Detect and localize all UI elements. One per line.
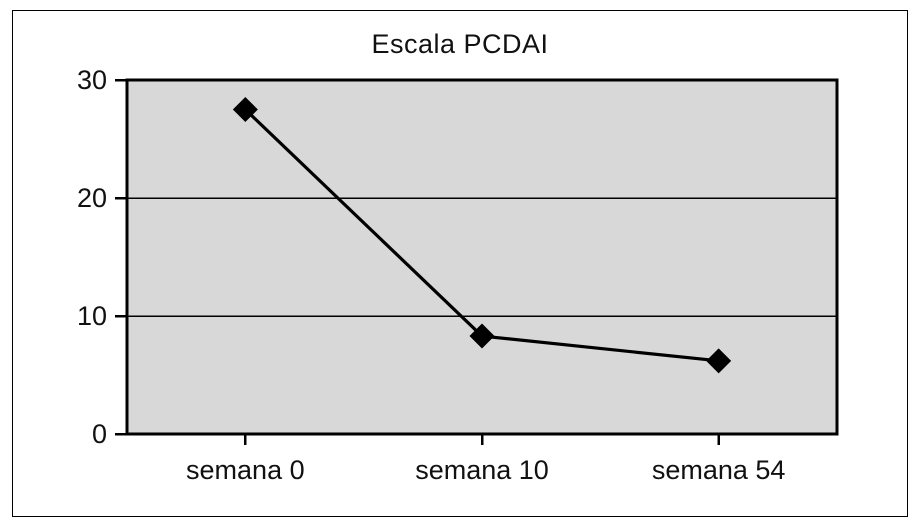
y-axis-tick-label: 20 [77, 183, 107, 213]
data-point-marker [469, 323, 495, 349]
plot-area [125, 78, 839, 436]
y-axis-tick-label: 0 [92, 419, 107, 449]
data-point-marker [232, 97, 258, 122]
data-point-marker [706, 348, 732, 374]
x-axis-tick-label: semana 54 [652, 455, 786, 485]
x-axis-tick-label: semana 10 [415, 455, 549, 485]
y-axis-tick-label: 30 [77, 65, 107, 95]
chart-title: Escala PCDAI [371, 29, 549, 59]
x-axis-tick-label: semana 0 [186, 455, 305, 485]
y-axis-tick-label: 10 [77, 301, 107, 331]
